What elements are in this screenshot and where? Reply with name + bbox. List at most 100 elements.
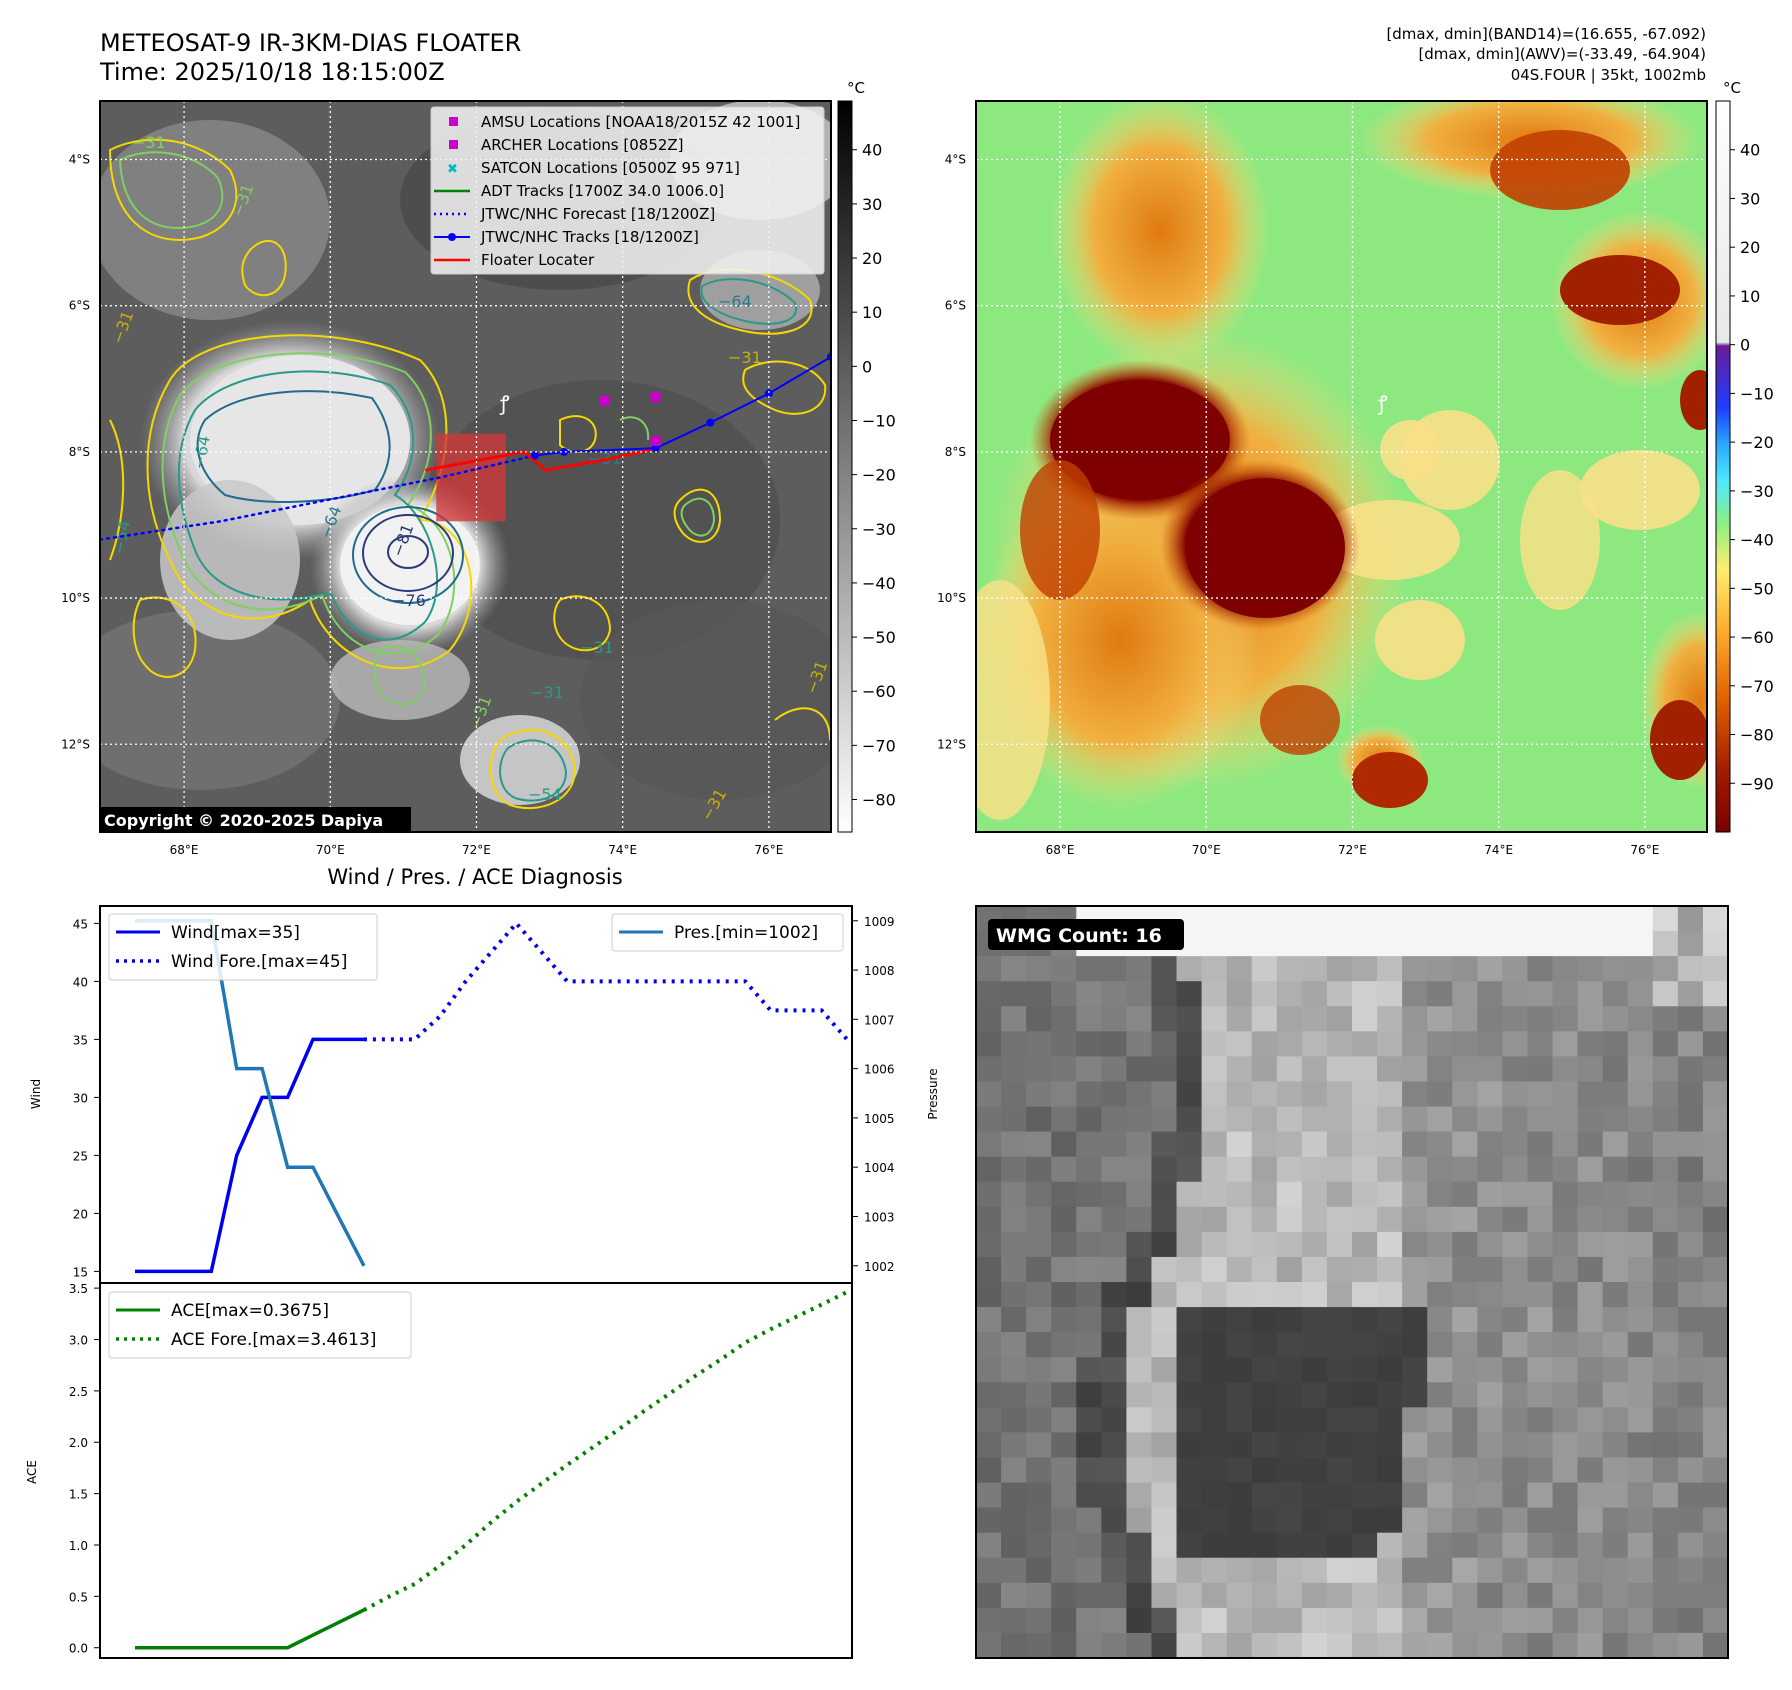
lon-tick-label: 76°E [754,843,783,857]
legend-wind-fore: Wind Fore.[max=45] [171,952,347,972]
awv-gridlines [976,101,1707,832]
legend-cross-icon: ✖ [447,162,458,177]
ir-legend-label: JTWC/NHC Forecast [18/1200Z] [480,205,715,223]
contour-label: −31 [530,683,564,702]
diag-title: Wind / Pres. / ACE Diagnosis [327,865,622,889]
lon-tick-label: 74°E [608,843,637,857]
wind-tick-label: 45 [73,917,88,931]
ace-tick-label: 3.0 [69,1334,88,1348]
amsu-point [599,395,610,406]
colorbar-tick-label: 20 [1740,238,1760,257]
ace-tick-label: 3.5 [69,1282,88,1296]
lon-tick-label: 76°E [1630,843,1659,857]
ir-colorbar: °C 40 30 20 10 0 −10 −20 −30 −40 −50 −60 −70 −80 [837,79,896,833]
wind-tick-label: 30 [73,1091,88,1105]
wmg-count-label: WMG Count: 16 [996,925,1162,947]
series-line-ace-fore- [362,1290,848,1612]
lon-tick-label: 70°E [1192,843,1221,857]
colorbar-tick-label: 40 [1740,141,1760,160]
colorbar-tick-label: −50 [862,628,896,647]
series-line-wind [135,1037,364,1274]
pres-tick-label: 1002 [864,1260,895,1274]
wind-legend: Wind[max=35] Wind Fore.[max=45] [108,913,378,981]
colorbar-tick-label: −70 [1740,677,1774,696]
colorbar-tick-label: −20 [1740,433,1774,452]
colorbar-tick-label: 30 [1740,189,1760,208]
figure-title-line1: METEOSAT-9 IR-3KM-DIAS FLOATER [100,29,521,57]
jtwc-track-point [560,447,569,456]
ir-legend-item: JTWC/NHC Forecast [18/1200Z] [434,205,715,223]
ir-map-panel: −31 −64 −31 −31 −64 −76 −81 −31 −31 −31 … [61,100,832,857]
legend-marker-icon [448,233,456,241]
awv-colorbar-strip [1715,100,1731,833]
jtwc-track-markers [530,352,831,460]
colorbar-tick-label: −30 [1740,482,1774,501]
info-line1: [dmax, dmin](BAND14)=(16.655, -67.092) [1386,25,1706,43]
wind-tick-label: 35 [73,1033,88,1047]
contour-label: −76 [392,591,426,610]
awv-lon-labels: 68°E 70°E 72°E 74°E 76°E [1046,843,1660,857]
wmg-panel: WMG Count: 16 [975,905,1729,1659]
copyright-badge [100,807,411,832]
contour-label: −54 [528,785,562,804]
floater-locater-track [425,446,660,472]
ace-tick-label: 1.0 [69,1539,88,1553]
floater-box [436,433,506,522]
pres-tick-label: 1009 [864,915,895,929]
legend-square-icon [449,140,458,149]
colorbar-tick-label: 20 [862,249,882,268]
pres-tick-label: 1006 [864,1063,895,1077]
ir-legend-label: JTWC/NHC Tracks [18/1200Z] [480,228,699,246]
ir-legend-label: ADT Tracks [1700Z 34.0 1006.0] [481,182,724,200]
series-line-ace [135,1608,365,1650]
contour-label: −31 [580,638,614,657]
pres-legend: Pres.[min=1002] [611,913,844,952]
lat-tick-label: 10°S [937,591,966,605]
colorbar-tick-label: 0 [862,357,872,376]
colorbar-tick-label: 10 [862,303,882,322]
wind-tick-label: 25 [73,1149,88,1163]
ace-tick-label: 0.5 [69,1590,88,1604]
awv-map-panel: ꝭ 68°E 70°E 72°E 74°E 76°E 4°S 6°S 8°S 10°S 12°S [937,100,1708,857]
jtwc-forecast-track [100,454,537,541]
ir-colorbar-unit: °C [847,79,865,97]
pres-tick-label: 1008 [864,964,895,978]
legend-wind: Wind[max=35] [171,923,300,943]
lat-tick-label: 8°S [69,445,90,459]
colorbar-tick-label: 0 [1740,336,1750,355]
storm-symbol-icon: ꝭ [1377,391,1388,415]
ir-legend-label: SATCON Locations [0500Z 95 971] [481,159,740,177]
contour-label: −31 [132,133,166,152]
wind-pres-chart: Wind Pressure 15 20 25 30 35 40 45 1002 1003 100… [29,905,940,1284]
colorbar-tick-label: −70 [862,736,896,755]
lon-tick-label: 70°E [316,843,345,857]
amsu-point [650,392,661,403]
lon-tick-label: 74°E [1484,843,1513,857]
ace-chart: ACE 0.0 0.5 1.0 1.5 2.0 2.5 3.0 3.5 ACE[max=0.3… [25,1282,853,1659]
lat-tick-label: 6°S [945,299,966,313]
ace-tick-label: 1.5 [69,1488,88,1502]
wmg-frame [975,905,1729,1659]
pres-ylabel: Pressure [926,1068,940,1119]
ace-tick-label: 2.0 [69,1436,88,1450]
colorbar-tick-label: −30 [862,520,896,539]
copyright-text: Copyright © 2020-2025 Dapiya [104,811,383,830]
colorbar-tick-label: −80 [862,791,896,810]
ir-legend-label: Floater Locater [481,251,595,269]
colorbar-tick-label: −90 [1740,774,1774,793]
colorbar-tick-label: −10 [1740,384,1774,403]
colorbar-tick-label: −20 [862,466,896,485]
ir-lon-labels: 68°E 70°E 72°E 74°E 76°E [170,843,784,857]
colorbar-tick-label: −50 [1740,579,1774,598]
colorbar-tick-label: −40 [1740,531,1774,550]
info-line3: 04S.FOUR | 35kt, 1002mb [1511,66,1706,84]
lat-tick-label: 10°S [61,591,90,605]
ir-contours [108,138,831,810]
lon-tick-label: 68°E [170,843,199,857]
pres-tick-label: 1004 [864,1161,895,1175]
lon-tick-label: 72°E [462,843,491,857]
ir-legend-item: AMSU Locations [NOAA18/2015Z 42 1001] [449,113,800,131]
storm-symbol-icon: ꝭ [499,391,510,415]
amsu-point [650,435,661,446]
